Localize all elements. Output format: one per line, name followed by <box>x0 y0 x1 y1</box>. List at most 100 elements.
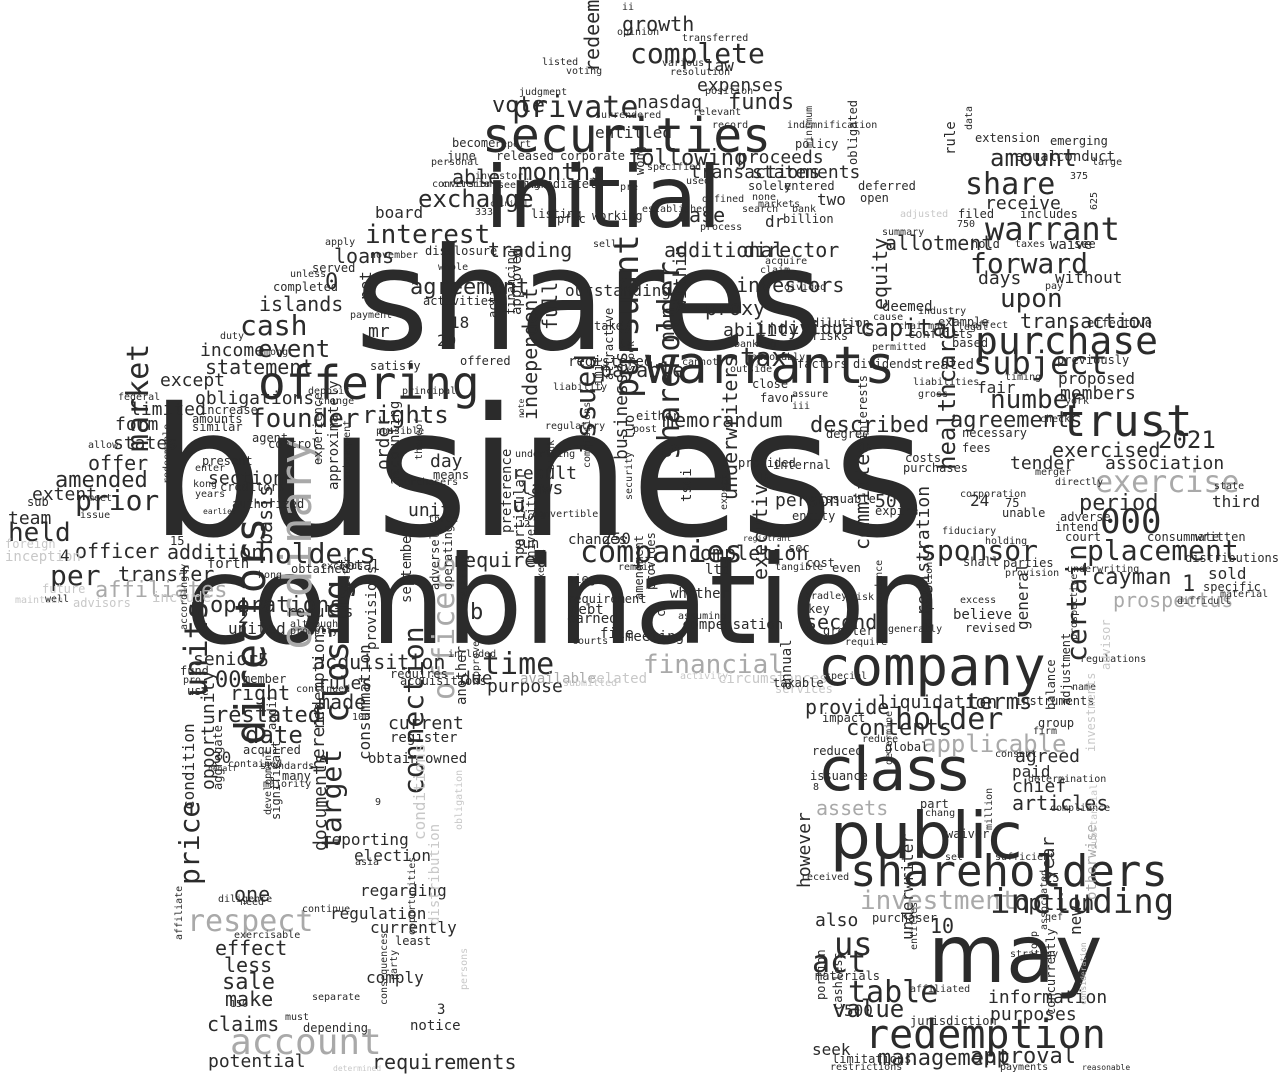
word-degree: degree <box>826 427 870 441</box>
word-chief: chief <box>1012 776 1067 797</box>
word-comply: comply <box>366 968 424 987</box>
word-investments: investments <box>1084 672 1098 752</box>
word-without: without <box>1055 268 1123 287</box>
word-rights: rights <box>362 401 449 429</box>
word-may: may <box>928 908 1103 1001</box>
word-results: results <box>286 602 354 621</box>
word-case: case <box>677 203 726 227</box>
word-purchases: purchases <box>903 461 969 475</box>
word-liabilities: liabilities <box>913 377 980 388</box>
word-diligence: diligence <box>218 894 273 905</box>
word-shall: shall <box>963 555 1000 569</box>
word-section: section <box>208 468 284 489</box>
word-conduct: conduct <box>1056 149 1116 165</box>
word-ability: ability <box>723 320 799 341</box>
word-sec: sec <box>788 541 810 555</box>
word-nasdaq: nasdaq <box>637 92 703 113</box>
word-provide: provide <box>805 695 890 719</box>
word-provided: provided <box>738 456 796 470</box>
word-20: 20 <box>437 331 457 350</box>
word-reduced: reduced <box>812 744 863 758</box>
word-fees: fees <box>962 441 991 455</box>
word-initial: initial <box>485 148 722 248</box>
word-increase: increase <box>200 403 258 417</box>
word-specified: specified <box>647 162 702 173</box>
word-entities: entities <box>909 901 920 950</box>
word-permitted: permitted <box>872 342 927 353</box>
word-taxable: taxable <box>773 676 824 690</box>
word-100: 100 <box>352 712 371 723</box>
word-required: required <box>452 548 549 572</box>
word-members: members <box>1060 383 1136 404</box>
word-form: form <box>115 414 159 435</box>
word-written: written <box>1195 530 1246 544</box>
word-approved: approved <box>509 247 525 315</box>
word-operations: operations <box>210 593 343 618</box>
word-payable: payable <box>600 358 685 382</box>
word-24: 24 <box>970 491 990 510</box>
word-banking: banking <box>734 339 777 350</box>
word-2021: 2021 <box>1158 426 1216 454</box>
word-adverse: adverse <box>1060 510 1111 524</box>
word-distributions: distributions <box>1185 551 1279 565</box>
word-regarding: regarding <box>360 881 447 900</box>
word-upon: upon <box>1000 284 1063 314</box>
word-iii: iii <box>792 401 811 412</box>
word-bradley: bradley <box>805 591 848 602</box>
word-remain: remain <box>618 562 655 573</box>
word-u: u <box>512 493 526 518</box>
word-impact: impact <box>822 711 866 725</box>
word-unit: unit <box>408 500 452 521</box>
word-waiver: waiver <box>946 827 990 841</box>
word-changes: changes <box>568 532 628 548</box>
word-account: account <box>230 1022 382 1063</box>
word-industry: industry <box>918 306 967 317</box>
word-per: per <box>50 559 101 592</box>
word-believe: believe <box>953 607 1013 623</box>
word-concurrently: concurrently <box>1044 928 1058 1015</box>
word-kong: kong <box>193 479 218 490</box>
word-150: 150 <box>230 999 249 1010</box>
word-liability: liability <box>553 382 608 393</box>
word-experience: experience <box>311 392 325 465</box>
word-close: close <box>752 377 789 391</box>
word-either: either <box>636 409 680 423</box>
word-similar: similar <box>192 420 243 434</box>
word-15: 15 <box>170 534 185 548</box>
word-option: option <box>1015 891 1095 916</box>
word-bank: bank <box>792 204 817 215</box>
word-tender: tender <box>1010 453 1076 474</box>
word-earlier: earlier <box>203 507 237 516</box>
word-person: person <box>775 490 841 511</box>
word-materials: materials <box>815 969 881 983</box>
word-investors: investors <box>736 273 845 297</box>
word-able: able <box>452 165 501 189</box>
word-agreements: agreements <box>950 408 1083 433</box>
word-greater: greater <box>823 624 874 638</box>
word-4: 4 <box>60 546 70 565</box>
word-established: established <box>642 204 709 215</box>
word-375: 375 <box>1070 171 1089 182</box>
word-acquisitions: acquisitions <box>400 674 487 688</box>
word-regulatory: regulatory <box>545 421 606 432</box>
word-company: company <box>818 635 1046 698</box>
word-30: 30 <box>212 748 232 767</box>
word-cost: cost <box>806 556 835 570</box>
word-become: become <box>452 136 496 150</box>
word-exercised: exercised <box>1052 438 1161 462</box>
word-generally: generally <box>888 624 943 635</box>
word-markets: markets <box>758 199 801 210</box>
word-take: take <box>594 319 623 333</box>
word-sale: sale <box>222 970 275 995</box>
word-regulation: regulation <box>330 904 427 923</box>
word-pro: pro <box>183 675 202 686</box>
word-listing: listing <box>531 207 582 221</box>
word-made: made <box>318 690 367 714</box>
word-strategy: strategy <box>1010 949 1059 960</box>
word-new: new <box>1066 906 1085 935</box>
word-forward: forward <box>970 247 1089 280</box>
word-member: member <box>243 672 287 686</box>
word-registered: registered <box>568 354 653 370</box>
word-cannot: cannot <box>682 357 719 368</box>
word-effect: effect <box>215 936 288 960</box>
